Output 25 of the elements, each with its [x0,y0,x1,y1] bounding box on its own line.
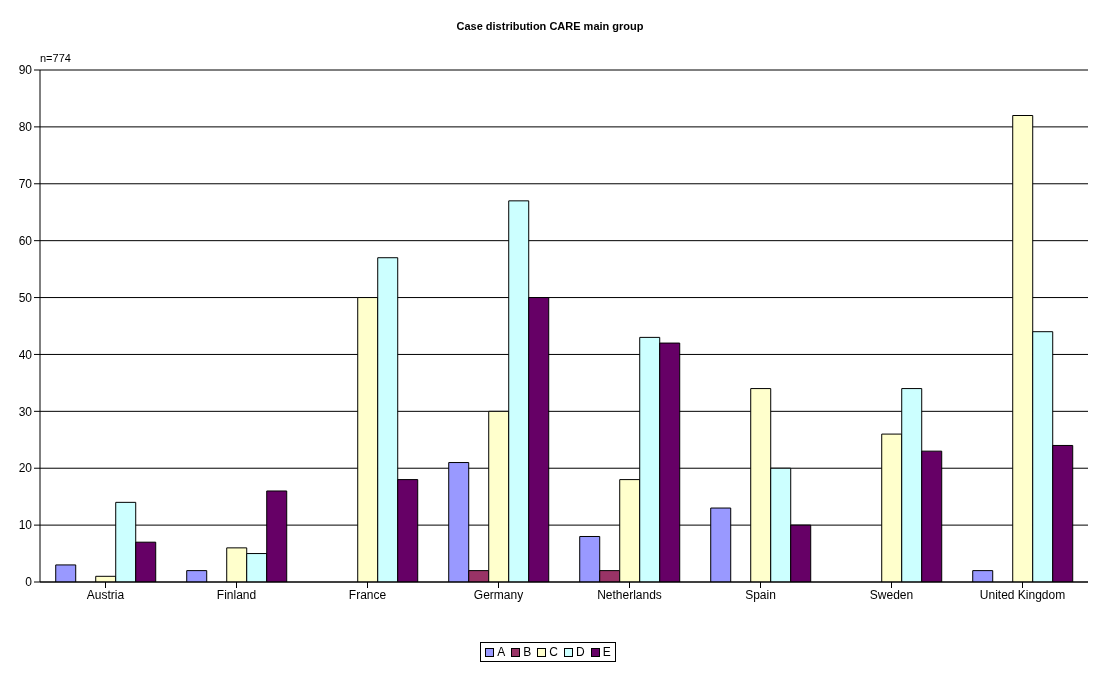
y-tick-label: 70 [18,177,33,192]
text: n=774 [40,52,71,64]
y-tick-label: 60 [18,233,33,248]
chart-title: Case distribution CARE main group [455,20,645,32]
legend-label: B [522,645,532,659]
legend-label: E [601,645,611,659]
x-tick-label: France [348,587,387,602]
legend-label: C [548,645,558,659]
x-tick-label: United Kingdom [979,587,1066,602]
y-tick-label: 80 [18,120,33,135]
x-tick-label: Sweden [869,587,914,602]
legend-label: D [575,645,585,659]
y-tick-label: 40 [18,347,33,362]
y-tick-label: 0 [25,575,33,590]
y-tick-label: 10 [18,518,33,533]
x-tick-label: Netherlands [597,587,662,602]
y-tick-label: 20 [18,461,33,476]
y-tick-label: 90 [18,63,33,78]
y-tick-label: 50 [18,290,33,305]
x-tick-label: Finland [216,587,257,602]
x-tick-label: Austria [86,587,125,602]
legend-label: A [496,645,506,659]
x-tick-label: Germany [473,587,524,602]
x-tick-label: Spain [745,587,776,602]
y-tick-label: 30 [18,404,33,419]
